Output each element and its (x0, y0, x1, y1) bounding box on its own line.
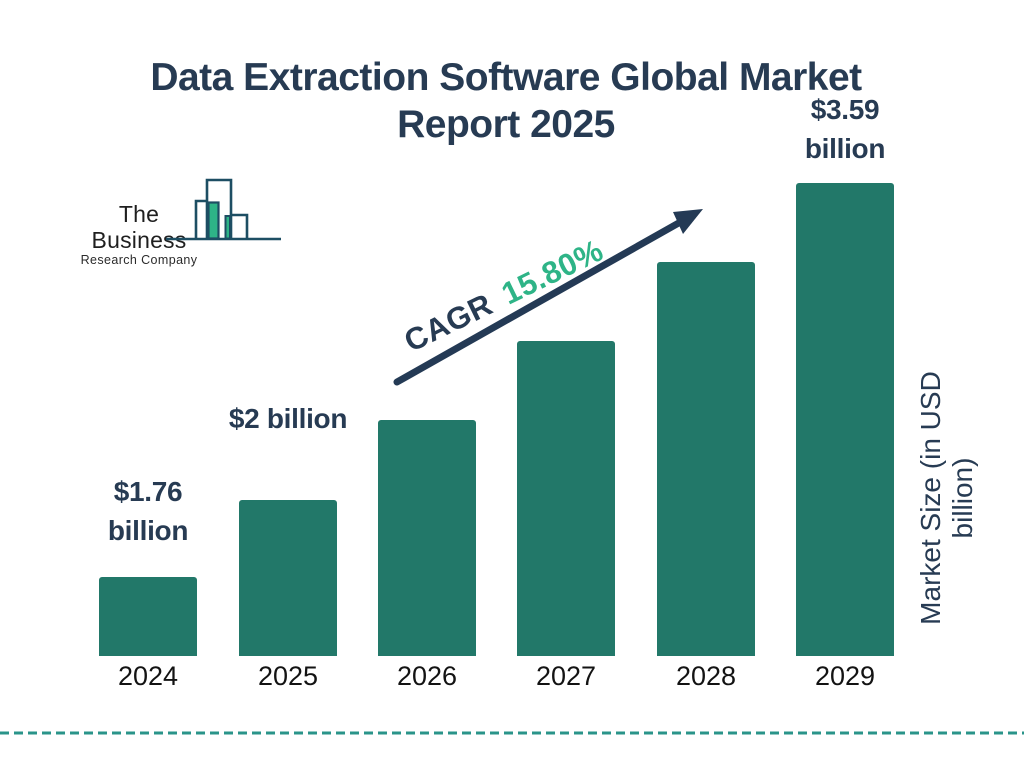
value-label-2025: $2 billion (228, 403, 348, 434)
bar-2027 (517, 341, 615, 656)
chart-title: Data Extraction Software Global Market Re… (0, 54, 1012, 148)
cagr-value: 15.80% (496, 232, 609, 312)
value-label-2024: $1.76 billion (107, 476, 189, 546)
bar-2025 (239, 500, 337, 656)
x-tick-2027: 2027 (535, 661, 597, 691)
cagr-annotation: CAGR15.80% (399, 200, 675, 359)
x-tick-2025: 2025 (257, 661, 319, 691)
x-tick-2026: 2026 (396, 661, 458, 691)
bar-2029 (796, 183, 894, 656)
x-tick-2024: 2024 (117, 661, 179, 691)
cagr-label: CAGR (398, 286, 498, 359)
chart-title-line1: Data Extraction Software Global Market (150, 56, 862, 100)
bar-2026 (378, 420, 476, 656)
x-tick-2028: 2028 (675, 661, 737, 691)
logo-bar-chart-icon (166, 178, 281, 241)
x-tick-2029: 2029 (814, 661, 876, 691)
y-axis-label: Market Size (in USD billion) (915, 371, 978, 625)
value-label-2029: $3.59 billion (804, 94, 886, 164)
company-logo: The Business Research Company (70, 201, 208, 267)
chart-title-line2: Report 2025 (397, 103, 615, 147)
bar-2024 (99, 577, 197, 656)
logo-company-tagline: Research Company (80, 253, 198, 267)
bar-2028 (657, 262, 755, 656)
